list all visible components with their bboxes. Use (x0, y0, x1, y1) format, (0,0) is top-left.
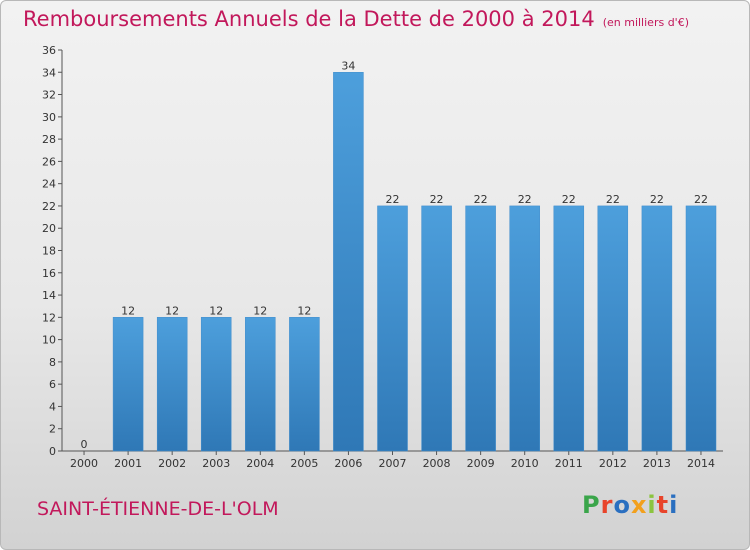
y-tick-label: 12 (42, 311, 56, 324)
bar-2001 (112, 317, 144, 452)
y-tick-label: 2 (49, 423, 56, 436)
y-tick-label: 28 (42, 133, 56, 146)
data-label-2012: 22 (606, 193, 620, 206)
bar-2011 (553, 205, 585, 452)
bar-2003 (200, 317, 232, 452)
y-tick-label: 4 (49, 400, 56, 413)
y-tick-label: 36 (42, 44, 56, 57)
y-tick-label: 16 (42, 267, 56, 280)
y-tick-label: 26 (42, 155, 56, 168)
data-label-2008: 22 (430, 193, 444, 206)
y-tick-label: 34 (42, 66, 56, 79)
data-label-2000: 0 (81, 438, 88, 451)
bar-2002 (156, 317, 188, 452)
data-label-2001: 12 (121, 304, 135, 317)
x-tick-label-2000: 2000 (70, 457, 98, 470)
logo-letter: t (656, 491, 670, 519)
bar-2005 (289, 317, 320, 452)
logo-letter: i (669, 491, 679, 519)
bar-2014 (685, 205, 717, 452)
bar-2013 (641, 205, 673, 452)
bar-2007 (377, 205, 408, 452)
y-tick-label: 30 (42, 111, 56, 124)
data-label-2007: 22 (386, 193, 400, 206)
data-label-2006: 34 (341, 59, 355, 72)
x-tick-label-2003: 2003 (202, 457, 230, 470)
bar-2006 (333, 72, 364, 452)
x-tick-label-2004: 2004 (246, 457, 274, 470)
commune-name: SAINT-ÉTIENNE-DE-L'OLM (37, 498, 279, 520)
x-tick-label-2009: 2009 (467, 457, 495, 470)
data-label-2004: 12 (253, 304, 267, 317)
data-label-2005: 12 (297, 304, 311, 317)
y-tick-label: 6 (49, 378, 56, 391)
y-tick-label: 0 (49, 445, 56, 458)
y-tick-label: 24 (42, 178, 56, 191)
bar-2008 (421, 205, 452, 452)
data-label-2014: 22 (694, 193, 708, 206)
logo-letter: r (600, 491, 614, 519)
title-row: Remboursements Annuels de la Dette de 20… (23, 7, 689, 31)
x-tick-label-2001: 2001 (114, 457, 142, 470)
logo-letter: P (582, 491, 601, 519)
bar-2012 (597, 205, 629, 452)
x-tick-label-2005: 2005 (290, 457, 318, 470)
data-label-2003: 12 (209, 304, 223, 317)
bar-2004 (245, 317, 276, 452)
y-tick-label: 20 (42, 222, 56, 235)
data-label-2011: 22 (562, 193, 576, 206)
logo-letter: x (630, 491, 648, 519)
data-label-2010: 22 (518, 193, 532, 206)
chart-subtitle: (en milliers d'€) (602, 16, 689, 29)
y-tick-label: 22 (42, 200, 56, 213)
logo-letter: i (647, 491, 657, 519)
bar-2009 (465, 205, 496, 452)
proxiti-logo[interactable]: Proxiti (582, 491, 678, 519)
x-tick-label-2007: 2007 (379, 457, 407, 470)
y-tick-label: 8 (49, 356, 56, 369)
data-label-2002: 12 (165, 304, 179, 317)
y-tick-label: 14 (42, 289, 56, 302)
x-tick-label-2011: 2011 (555, 457, 583, 470)
x-tick-label-2012: 2012 (599, 457, 627, 470)
y-tick-label: 18 (42, 245, 56, 258)
x-tick-label-2010: 2010 (511, 457, 539, 470)
data-label-2013: 22 (650, 193, 664, 206)
bar-2010 (509, 205, 540, 452)
logo-letter: o (613, 491, 631, 519)
x-tick-label-2008: 2008 (423, 457, 451, 470)
x-tick-label-2013: 2013 (643, 457, 671, 470)
x-tick-label-2014: 2014 (687, 457, 715, 470)
y-tick-label: 32 (42, 89, 56, 102)
data-label-2009: 22 (474, 193, 488, 206)
chart-title: Remboursements Annuels de la Dette de 20… (23, 7, 595, 31)
x-tick-label-2002: 2002 (158, 457, 186, 470)
x-tick-label-2006: 2006 (334, 457, 362, 470)
y-tick-label: 10 (42, 334, 56, 347)
